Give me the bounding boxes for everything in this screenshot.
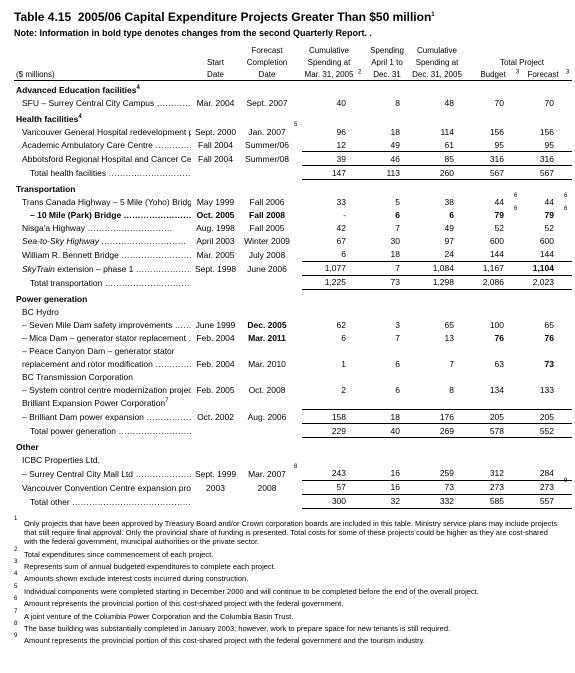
table-row: – Seven Mile Dam safety improvements ………… (14, 318, 572, 331)
table-row: – Mica Dam – generator stator replacemen… (14, 331, 572, 344)
table-row: Vancouver General Hospital redevelopment… (14, 125, 572, 138)
footnote: 7A joint venture of the Columbia Power C… (14, 612, 561, 621)
table-note: Note: Information in bold type denotes c… (14, 28, 561, 38)
table-row: SFU – Surrey Central City Campus …………………… (14, 97, 572, 110)
total-row: Total transportation ……………………………………………… … (14, 275, 572, 289)
table-row: Trans Canada Highway – 5 Mile (Yoho) Bri… (14, 196, 572, 209)
table-row: – 10 Mile (Park) Bridge ………………………… Oct. … (14, 209, 572, 222)
footnote: 8The base building was substantially com… (14, 624, 561, 633)
table-row: – Surrey Central City Mall Ltd ………………………… (14, 467, 572, 481)
section-header: Power generation (14, 289, 572, 305)
table-row: Academic Ambulatory Care Centre ……………………… (14, 138, 572, 152)
table-row: Vancouver Convention Centre expansion pr… (14, 480, 572, 494)
subgroup-header: BC Hydro (14, 305, 572, 318)
table-row: replacement and rotor modification ……………… (14, 357, 572, 370)
section-header: Other (14, 438, 572, 454)
table-row: – Brilliant Dam power expansion ……………………… (14, 410, 572, 424)
table-header: Forecast Cumulative Spending Cumulative … (14, 44, 572, 81)
section-header: Transportation (14, 180, 572, 196)
table-row: Sea-to-Sky Highway ………………………… April 2003… (14, 235, 572, 248)
footnote: 9Amount represents the provincial portio… (14, 636, 561, 645)
table-row: William R. Bennett Bridge ………………………… Mar… (14, 248, 572, 262)
total-row: Total health facilities …………………………………………… (14, 166, 572, 180)
table-row: SkyTrain extension – phase 1 ………………………… … (14, 261, 572, 275)
capex-table: Forecast Cumulative Spending Cumulative … (14, 44, 572, 509)
section-header: Advanced Education facilities4 (14, 81, 572, 97)
section-header: Health facilities4 (14, 110, 572, 126)
footnote: 3Represents sum of annual budgeted expen… (14, 562, 561, 571)
total-row: Total other ……………………………………………… 300 32 33… (14, 494, 572, 508)
table-title: Table 4.15 2005/06 Capital Expenditure P… (14, 10, 561, 24)
table-row: – System control centre modernization pr… (14, 383, 572, 396)
subgroup-header: BC Transmission Corporation (14, 370, 572, 383)
subgroup-header: Brilliant Expansion Power Corporation7 (14, 396, 572, 410)
subgroup-header: ICBC Properties Ltd. (14, 454, 572, 467)
footnote: 5Individual components were completed st… (14, 587, 561, 596)
table-row: Abbotsford Regional Hospital and Cancer … (14, 152, 572, 166)
footnotes: 1Only projects that have been approved b… (14, 519, 561, 646)
footnote: 4Amounts shown exclude interest costs in… (14, 574, 561, 583)
footnote: 6Amount represents the provincial portio… (14, 599, 561, 608)
footnote: 1Only projects that have been approved b… (14, 519, 561, 547)
footnote: 2Total expenditures since commencement o… (14, 550, 561, 559)
table-row: Nisga'a Highway ………………………… Aug. 1998 Fal… (14, 222, 572, 235)
total-row: Total power generation ……………………………………………… (14, 424, 572, 438)
